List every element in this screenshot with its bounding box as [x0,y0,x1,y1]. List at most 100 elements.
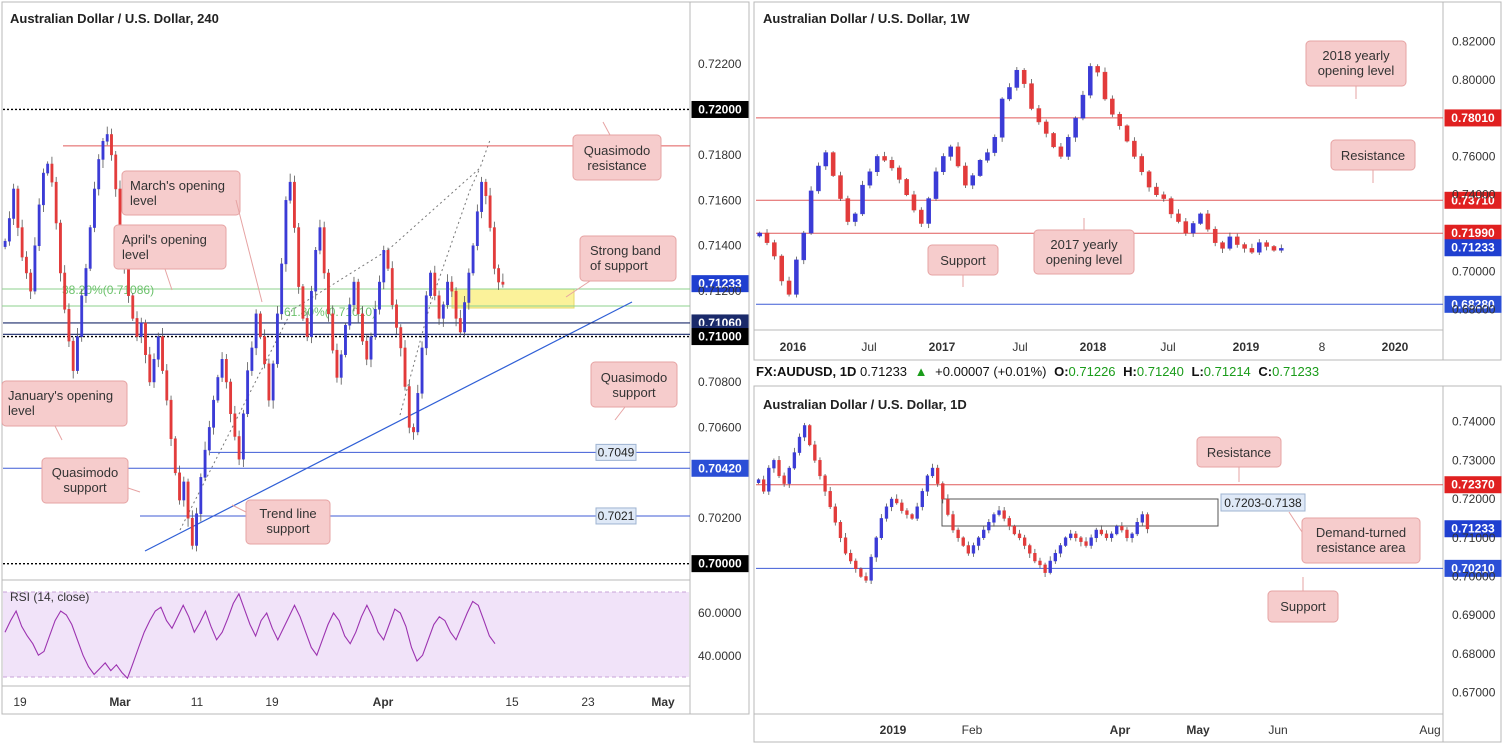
w-candle-54 [1154,186,1159,195]
h4-candle-62 [267,363,271,401]
h4-note-trendline-l1: Trend line [259,506,316,521]
h4-candle-30 [131,295,135,319]
d-candle-17 [843,537,848,554]
w-candle-19 [897,167,902,180]
d-ytick-7: 0.67000 [1452,686,1496,700]
d-xtick-2: Apr [1110,723,1131,737]
w-candle-52 [1139,156,1144,173]
h4-candle-100 [429,272,432,296]
h4-candle-9 [41,172,45,206]
d-candle-59 [1058,545,1063,554]
d-candle-18 [849,553,853,562]
d-candle-71 [1120,525,1124,531]
w-candle-59 [1190,223,1196,234]
d-candle-51 [1017,533,1022,539]
d-candle-45 [987,522,991,531]
w-candle-36 [1021,69,1027,84]
d-candle-53 [1028,545,1032,554]
h4-note-trendline-support: Trend line support [231,499,331,545]
d-candle-44 [982,529,986,539]
h4-level-box-text-5: 0.71000 [698,330,742,344]
h4-note-january-opening-l2: level [8,403,35,418]
d-candle-28 [900,502,904,511]
d-level-box-text-0: 0.72370 [1451,478,1495,492]
h4-candles [3,126,505,552]
w-xtick-3: Jul [1012,340,1027,354]
w-candle-46 [1095,66,1100,73]
w-ytick-5: 0.68000 [1452,303,1496,317]
daily-note-resistance: Resistance [1196,436,1282,482]
weekly-title: Australian Dollar / U.S. Dollar, 1W [763,11,970,26]
h4-xtick-6: 23 [581,695,595,709]
h4-candle-12 [54,181,58,224]
w-candle-62 [1212,228,1218,243]
h4-candle-22 [97,159,101,190]
h4-support-zone [451,288,575,309]
h4-xtick-0: 19 [13,695,27,709]
d-candle-35 [935,467,940,484]
d-level-box-0 [1444,476,1502,494]
d-candle-74 [1135,522,1139,535]
h4-note-january-opening: January's opening level [1,380,128,441]
h4-candle-104 [446,281,449,306]
w-level-box-text-1: 0.73710 [1451,193,1495,207]
w-candle-49 [1117,114,1122,127]
h4-candle-80 [344,324,347,355]
h4-candle-106 [454,290,458,319]
d-ytick-2: 0.72000 [1452,492,1496,506]
weekly-note-2018-l2: opening level [1318,63,1395,78]
symbol-info-bar: FX:AUDUSD, 1D 0.71233 ▲ +0.00007 (+0.01%… [756,364,1496,382]
h4-candle-86 [369,336,373,360]
w-candle-2 [772,242,777,257]
d-candle-31 [915,506,919,519]
w-xtick-1: Jul [861,340,876,354]
d-level-box-1 [1444,520,1502,538]
h4-candle-93 [399,327,403,349]
d-candle-47 [997,510,1001,515]
w-level-box-text-0: 0.78010 [1451,111,1495,125]
h4-candle-43 [186,481,190,519]
w-candle-30 [977,160,983,176]
h4-candle-69 [297,227,301,287]
h4-candle-23 [101,141,105,160]
info-open-label: O: [1054,364,1069,379]
d-candle-57 [1048,560,1052,573]
h4-ytick-7: 0.70200 [698,511,742,525]
d-level-box-text-2: 0.70210 [1451,561,1495,575]
h4-price-axis: 0.72200 0.71800 0.71600 0.71400 0.71200 0.708… [698,57,742,525]
d-candle-9 [802,425,807,438]
h4-candle-54 [233,413,237,437]
h4-level-tag-text-6: 0.7049 [598,445,635,459]
d-xtick-3: May [1186,723,1210,737]
h4-ytick-2: 0.71600 [698,193,742,207]
d-candle-38 [951,514,955,531]
h4-xtick-3: 19 [265,695,279,709]
d-candle-66 [1094,529,1098,539]
daily-time-axis: 2019 Feb Apr May Jun Aug [880,723,1441,737]
h4-candle-31 [135,318,139,337]
h4-candle-16 [71,340,75,371]
h4-ytick-5: 0.70800 [698,375,742,389]
w-candle-16 [874,156,880,173]
h4-candle-52 [224,359,228,383]
daily-zone-label-box [1220,493,1306,512]
w-candle-51 [1132,140,1137,157]
w-candle-12 [845,198,851,222]
d-ytick-0: 0.74000 [1452,415,1496,429]
d-candle-39 [956,529,960,539]
d-candle-34 [930,467,935,477]
d-level-box-2 [1444,559,1502,577]
h4-candle-84 [361,313,364,342]
h4-xtick-4: Apr [373,695,394,709]
h4-candle-77 [331,313,335,351]
h4-candle-2 [12,188,16,219]
weekly-note-2018-l1: 2018 yearly [1322,48,1390,63]
d-candle-22 [869,556,873,581]
rsi-band [3,592,689,677]
w-candle-29 [970,175,976,186]
h4-note-march-opening-l2: level [130,193,157,208]
h4-note-strong-band: Strong band of support [565,235,677,298]
h4-candle-64 [275,313,279,365]
h4-candle-21 [93,188,96,228]
d-candle-37 [946,498,950,515]
